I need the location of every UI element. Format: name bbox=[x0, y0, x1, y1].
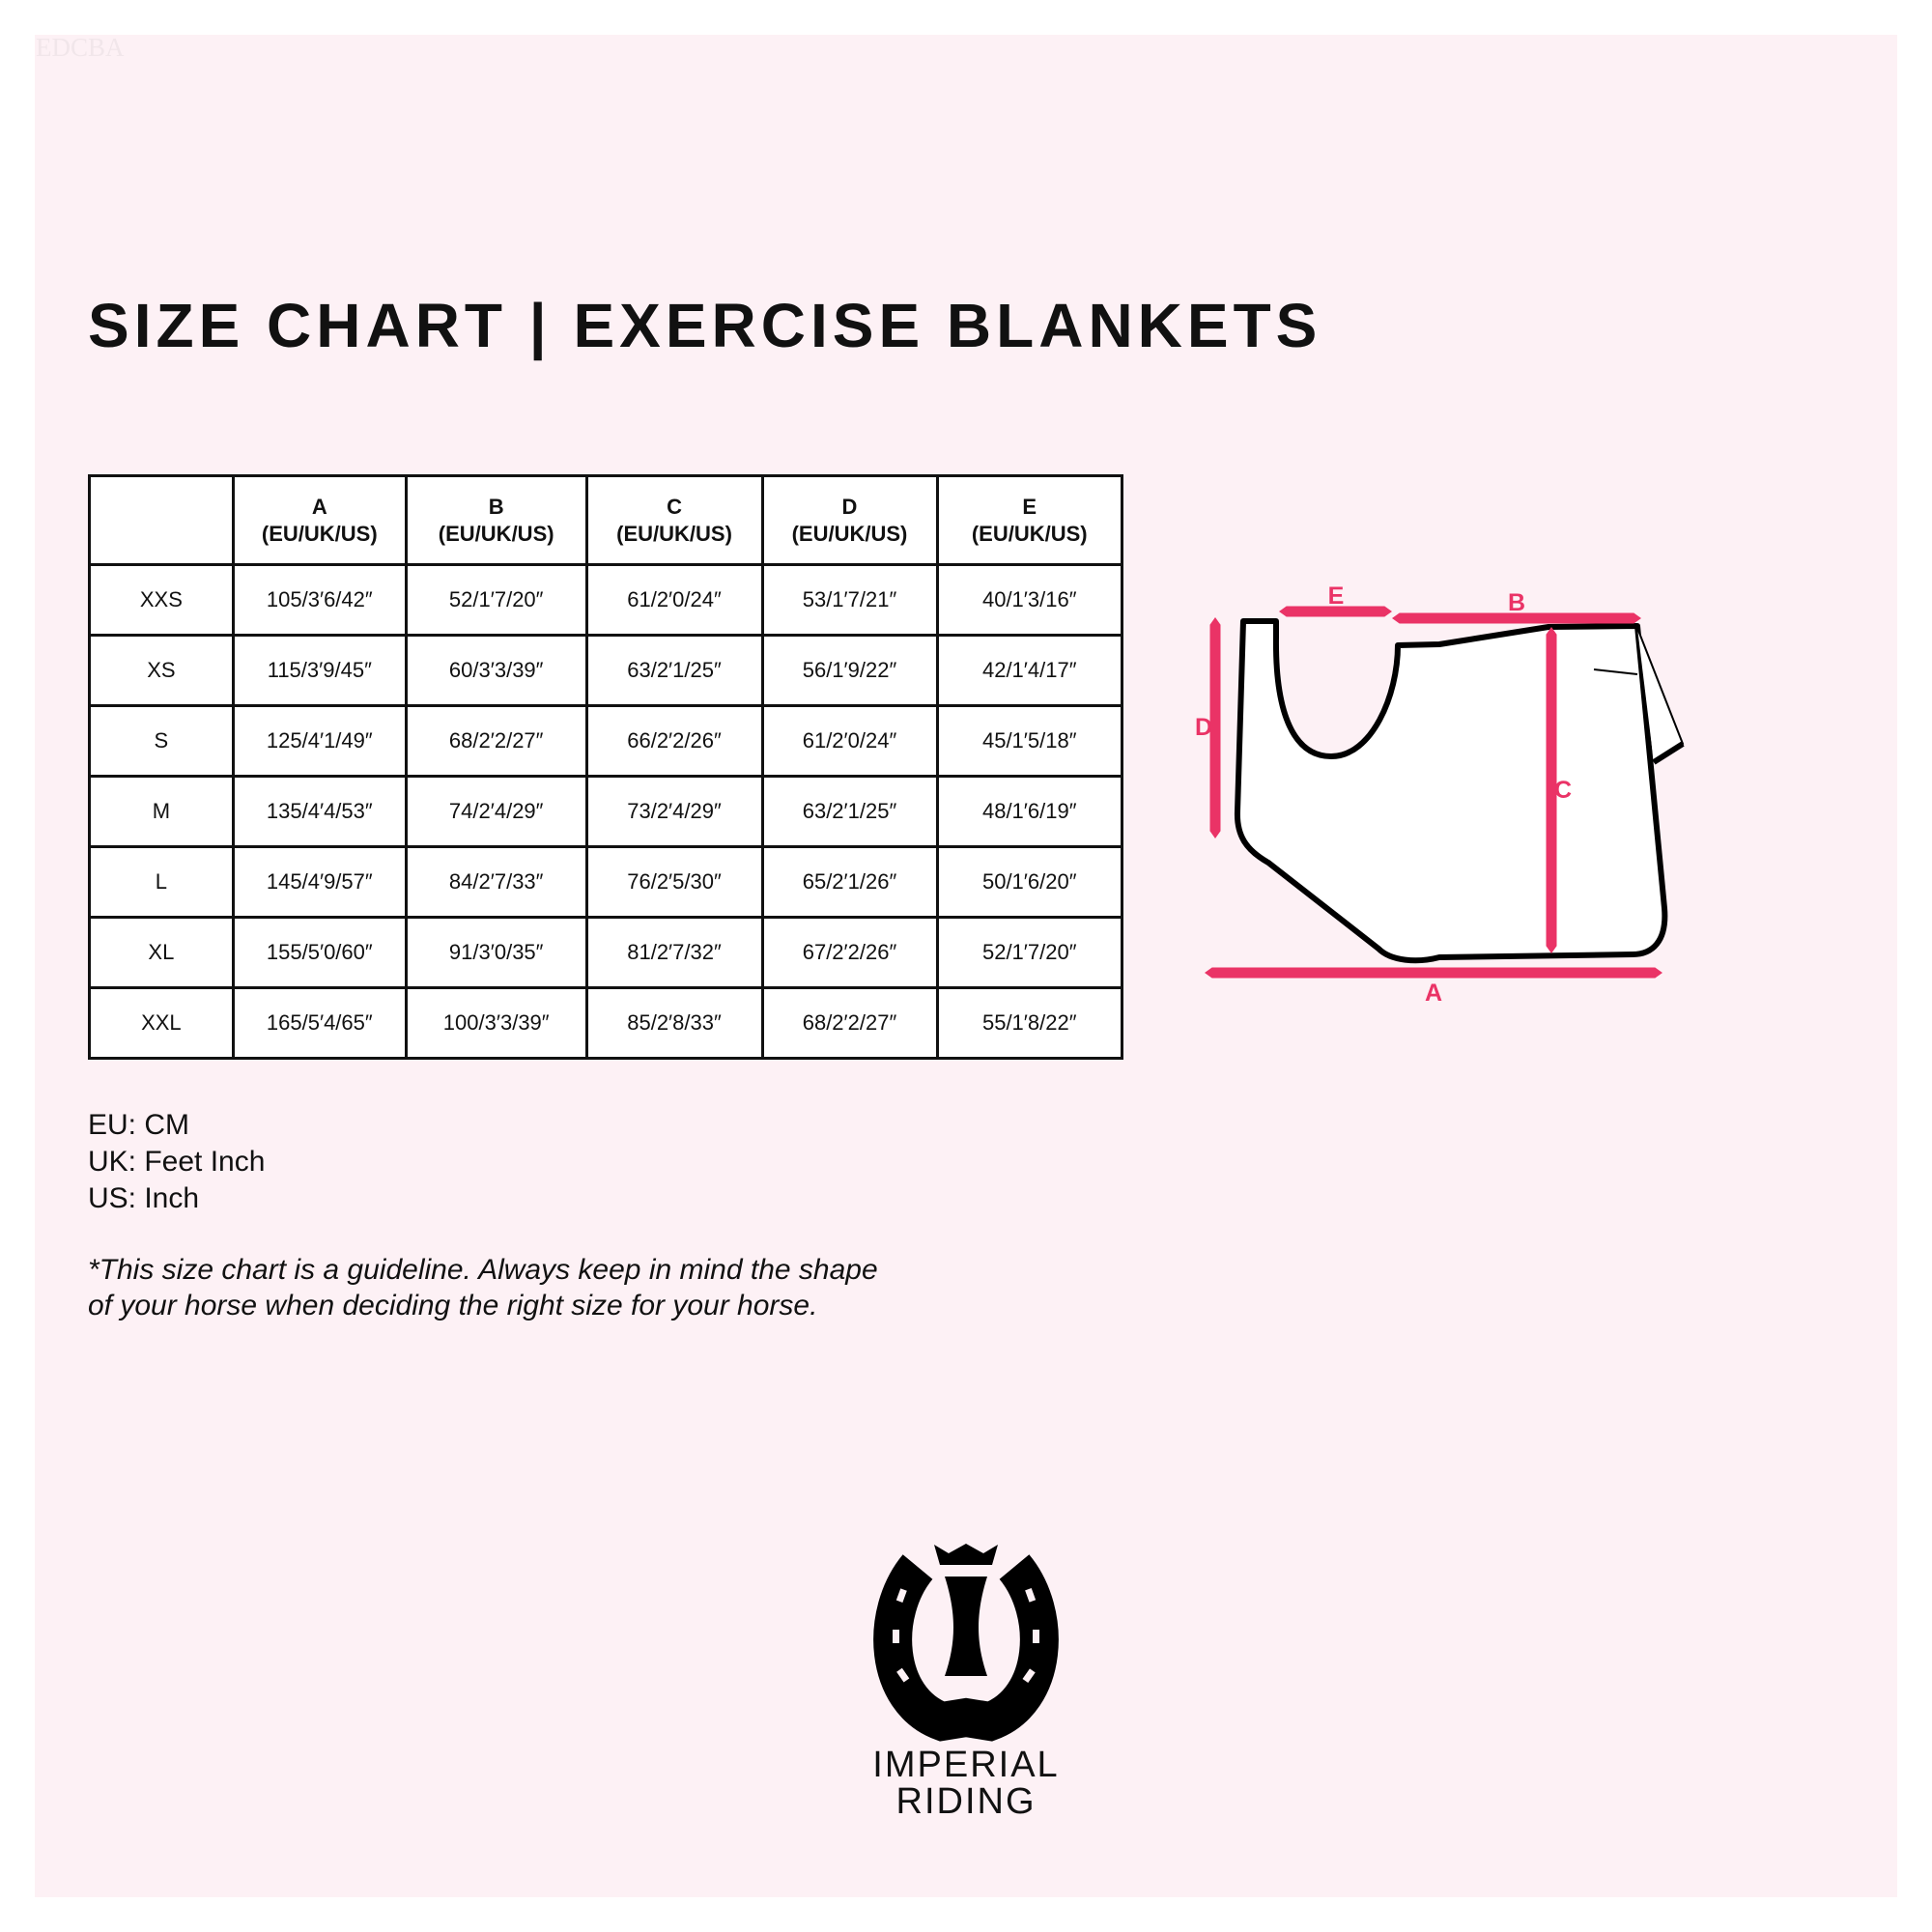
measurement-cell: 74/2′4/29″ bbox=[404, 775, 588, 848]
column-unit: (EU/UK/US) bbox=[971, 521, 1088, 546]
watermark: EDCBA bbox=[36, 33, 125, 62]
measurement-cell: 56/1′9/22″ bbox=[760, 634, 939, 707]
measurement-cell: 73/2′4/29″ bbox=[584, 775, 764, 848]
measurement-arrows bbox=[1205, 606, 1662, 979]
units-legend: EU: CM UK: Feet Inch US: Inch bbox=[88, 1107, 265, 1217]
unit-eu: EU: CM bbox=[88, 1109, 189, 1141]
label-c: C bbox=[1554, 777, 1572, 804]
measurement-cell: 145/4′9/57″ bbox=[231, 845, 408, 919]
column-letter: B bbox=[488, 494, 504, 519]
measurement-cell: 61/2′0/24″ bbox=[584, 563, 764, 637]
note-line: *This size chart is a guideline. Always … bbox=[88, 1254, 878, 1286]
unit-uk: UK: Feet Inch bbox=[88, 1146, 266, 1178]
column-unit: (EU/UK/US) bbox=[616, 521, 732, 546]
blanket-outline bbox=[1234, 618, 1685, 964]
size-label: XXL bbox=[88, 986, 235, 1060]
column-unit: (EU/UK/US) bbox=[261, 521, 378, 546]
measurement-cell: 81/2′7/32″ bbox=[584, 916, 764, 989]
size-label: S bbox=[88, 704, 235, 778]
table-row: XL 155/5′0/60″ 91/3′0/35″ 81/2′7/32″ 67/2′2/… bbox=[88, 916, 1123, 989]
size-label: XXS bbox=[88, 563, 235, 637]
measurement-cell: 63/2′1/25″ bbox=[584, 634, 764, 707]
table-header-row: A (EU/UK/US) B (EU/UK/US) C (EU/UK/US) D (EU/UK… bbox=[88, 474, 1123, 566]
measurement-cell: 55/1′8/22″ bbox=[935, 986, 1123, 1060]
brand-name-line2: RIDING bbox=[895, 1781, 1037, 1822]
table-row: L 145/4′9/57″ 84/2′7/33″ 76/2′5/30″ 65/2′1/2… bbox=[88, 845, 1123, 919]
unit-us: US: Inch bbox=[88, 1182, 200, 1214]
page-title: SIZE CHART | EXERCISE BLANKETS bbox=[88, 291, 1322, 360]
label-b: B bbox=[1508, 589, 1525, 616]
label-a: A bbox=[1425, 980, 1442, 1007]
measurement-cell: 61/2′0/24″ bbox=[760, 704, 939, 778]
measurement-cell: 68/2′2/27″ bbox=[760, 986, 939, 1060]
column-header-d: D (EU/UK/US) bbox=[760, 474, 939, 566]
column-letter: A bbox=[311, 494, 327, 519]
measurement-cell: 100/3′3/39″ bbox=[404, 986, 588, 1060]
column-header-c: C (EU/UK/US) bbox=[584, 474, 764, 566]
measurement-cell: 84/2′7/33″ bbox=[404, 845, 588, 919]
arrow-c bbox=[1546, 627, 1557, 953]
measurement-cell: 60/3′3/39″ bbox=[404, 634, 588, 707]
horseshoe-crown-logo bbox=[873, 1544, 1059, 1742]
measurement-cell: 40/1′3/16″ bbox=[935, 563, 1123, 637]
measurement-cell: 165/5′4/65″ bbox=[231, 986, 408, 1060]
measurement-cell: 105/3′6/42″ bbox=[231, 563, 408, 637]
table-row: XXL 165/5′4/65″ 100/3′3/39″ 85/2′8/33″ 68/2′… bbox=[88, 986, 1123, 1060]
label-e: E bbox=[1328, 582, 1345, 610]
measurement-cell: 63/2′1/25″ bbox=[760, 775, 939, 848]
guideline-note: *This size chart is a guideline. Always … bbox=[88, 1252, 878, 1323]
column-unit: (EU/UK/US) bbox=[438, 521, 554, 546]
measurement-cell: 125/4′1/49″ bbox=[231, 704, 408, 778]
column-header-b: B (EU/UK/US) bbox=[404, 474, 588, 566]
size-chart-table: A (EU/UK/US) B (EU/UK/US) C (EU/UK/US) D (EU/UK… bbox=[88, 474, 1123, 1060]
brand-name-line1: IMPERIAL bbox=[872, 1745, 1060, 1785]
measurement-cell: 115/3′9/45″ bbox=[231, 634, 408, 707]
column-letter: C bbox=[667, 494, 682, 519]
measurement-cell: 65/2′1/26″ bbox=[760, 845, 939, 919]
size-label: XL bbox=[88, 916, 235, 989]
measurement-cell: 85/2′8/33″ bbox=[584, 986, 764, 1060]
measurement-cell: 53/1′7/21″ bbox=[760, 563, 939, 637]
measurement-cell: 52/1′7/20″ bbox=[404, 563, 588, 637]
column-header-size bbox=[88, 474, 235, 566]
table-row: S 125/4′1/49″ 68/2′2/27″ 66/2′2/26″ 61/2′0/2… bbox=[88, 704, 1123, 778]
measurement-cell: 91/3′0/35″ bbox=[404, 916, 588, 989]
measurement-cell: 48/1′6/19″ bbox=[935, 775, 1123, 848]
measurement-cell: 76/2′5/30″ bbox=[584, 845, 764, 919]
arrow-d bbox=[1209, 617, 1221, 838]
measurement-cell: 67/2′2/26″ bbox=[760, 916, 939, 989]
arrow-b bbox=[1392, 612, 1641, 624]
measurement-cell: 68/2′2/27″ bbox=[404, 704, 588, 778]
measurement-cell: 45/1′5/18″ bbox=[935, 704, 1123, 778]
table-row: XS 115/3′9/45″ 60/3′3/39″ 63/2′1/25″ 56/1′9/… bbox=[88, 634, 1123, 707]
measurement-cell: 155/5′0/60″ bbox=[231, 916, 408, 989]
arrow-a bbox=[1205, 967, 1662, 979]
arrow-e bbox=[1279, 606, 1392, 617]
size-label: M bbox=[88, 775, 235, 848]
size-label: XS bbox=[88, 634, 235, 707]
column-header-e: E (EU/UK/US) bbox=[935, 474, 1123, 566]
measurement-cell: 50/1′6/20″ bbox=[935, 845, 1123, 919]
column-header-a: A (EU/UK/US) bbox=[231, 474, 408, 566]
column-unit: (EU/UK/US) bbox=[791, 521, 908, 546]
measurement-cell: 42/1′4/17″ bbox=[935, 634, 1123, 707]
column-letter: E bbox=[1022, 494, 1037, 519]
label-d: D bbox=[1195, 714, 1212, 741]
note-line: of your horse when deciding the right si… bbox=[88, 1290, 818, 1321]
size-label: L bbox=[88, 845, 235, 919]
table-row: M 135/4′4/53″ 74/2′4/29″ 73/2′4/29″ 63/2′1/2… bbox=[88, 775, 1123, 848]
measurement-cell: 66/2′2/26″ bbox=[584, 704, 764, 778]
table-row: XXS 105/3′6/42″ 52/1′7/20″ 61/2′0/24″ 53/1′7… bbox=[88, 563, 1123, 637]
column-letter: D bbox=[841, 494, 858, 519]
measurement-cell: 52/1′7/20″ bbox=[935, 916, 1123, 989]
measurement-cell: 135/4′4/53″ bbox=[231, 775, 408, 848]
